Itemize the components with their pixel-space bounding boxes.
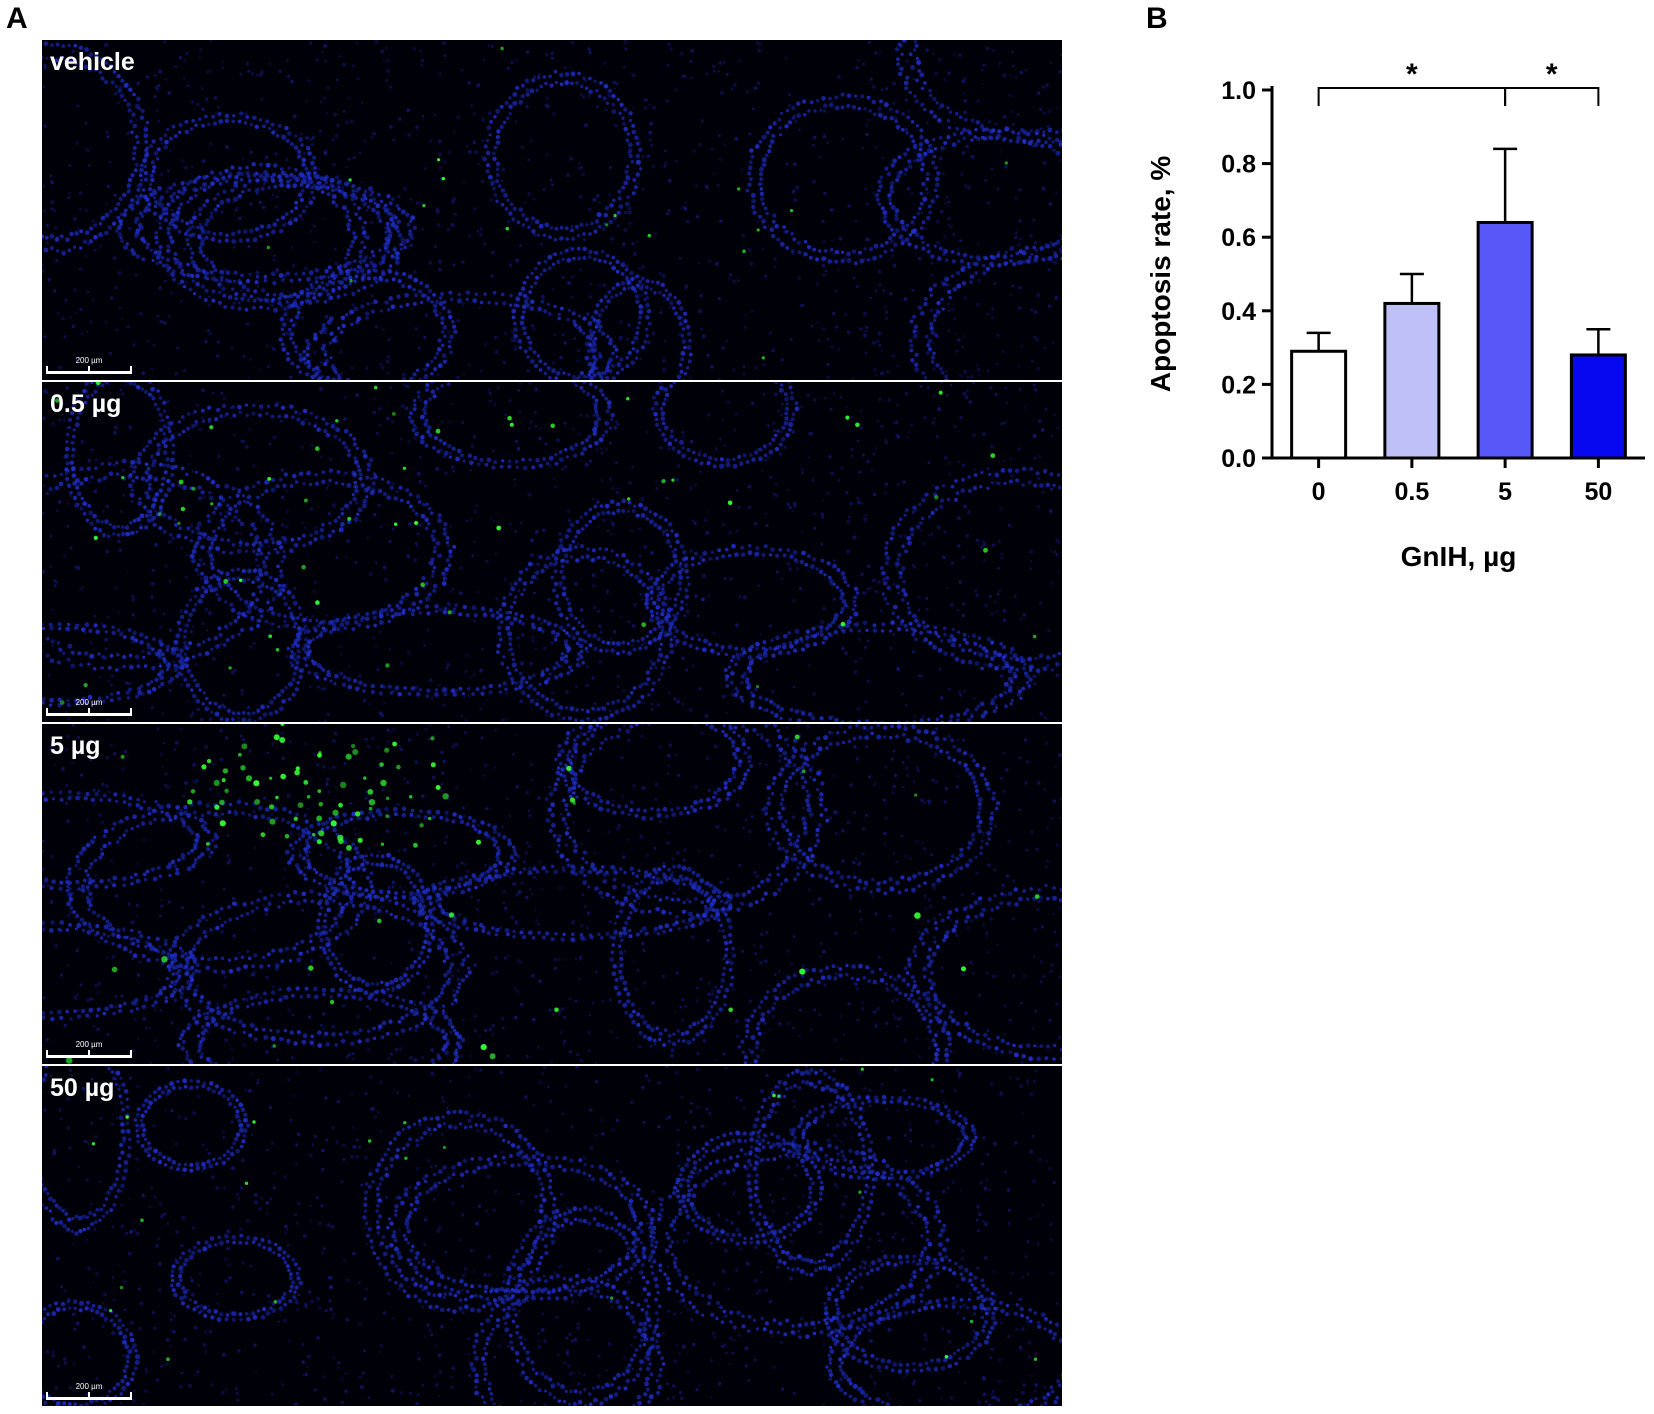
micrograph-vehicle: vehicle 200 µm	[42, 40, 1062, 380]
micrograph-0-5-ug: 0.5 µg 200 µm	[42, 382, 1062, 722]
micrograph-5-ug: 5 µg 200 µm	[42, 724, 1062, 1064]
tissue-image	[42, 382, 1062, 722]
tissue-image	[42, 724, 1062, 1064]
y-tick-label: 1.0	[1221, 77, 1256, 105]
panel-a-letter: A	[6, 2, 28, 35]
scale-bar: 200 µm	[46, 1382, 132, 1400]
tissue-image	[42, 40, 1062, 380]
x-axis-label: GnIH, µg	[1401, 541, 1517, 572]
bar	[1383, 301, 1441, 460]
significance-star: *	[1546, 58, 1558, 91]
y-axis-label: Apoptosis rate, %	[1145, 156, 1176, 393]
scale-bar-label: 200 µm	[75, 1382, 103, 1391]
scale-bar-label: 200 µm	[75, 356, 103, 365]
y-tick-label: 0.2	[1221, 371, 1256, 399]
panel-b-letter: B	[1146, 2, 1168, 35]
significance-star: *	[1406, 58, 1418, 91]
bar-chart: 0.0 0.2 0.4 0.6 0.8 1.0 Apoptosis rate, % 0 0.5 5…	[1145, 58, 1645, 572]
bar	[1290, 349, 1348, 460]
y-tick-label: 0.8	[1221, 151, 1256, 179]
significance-bracket	[1504, 87, 1600, 106]
scale-bar: 200 µm	[46, 356, 132, 374]
scale-bar: 200 µm	[46, 698, 132, 716]
micrograph-label: 5 µg	[50, 732, 101, 760]
micrograph-label: 50 µg	[50, 1074, 115, 1102]
micrograph-50-ug: 50 µg 200 µm	[42, 1066, 1062, 1406]
x-tick-label: 0.5	[1394, 478, 1429, 506]
scale-bar-label: 200 µm	[75, 698, 103, 707]
y-tick-label: 0.6	[1221, 224, 1256, 252]
x-tick-label: 0	[1312, 478, 1326, 506]
micrograph-label: 0.5 µg	[50, 390, 122, 418]
scale-bar-label: 200 µm	[75, 1040, 103, 1049]
x-tick-label: 50	[1584, 478, 1612, 506]
y-tick-label: 0.4	[1221, 298, 1256, 326]
y-tick-label: 0.0	[1221, 445, 1256, 473]
micrograph-label: vehicle	[50, 48, 135, 76]
bar	[1476, 220, 1534, 460]
tissue-image	[42, 1066, 1062, 1406]
x-tick-label: 5	[1498, 478, 1512, 506]
scale-bar: 200 µm	[46, 1040, 132, 1058]
bar	[1569, 353, 1627, 460]
